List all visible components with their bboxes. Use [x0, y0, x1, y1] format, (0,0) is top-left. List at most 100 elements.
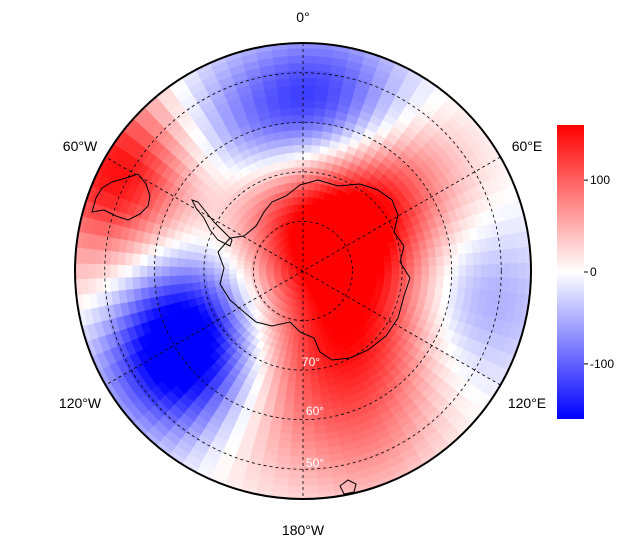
field-cell — [298, 203, 304, 212]
field-cell — [310, 388, 321, 398]
field-cell — [311, 137, 322, 147]
field-cell — [532, 279, 541, 296]
field-cell — [109, 250, 119, 265]
field-cell — [116, 251, 126, 266]
field-cell — [312, 122, 325, 132]
field-cell — [313, 114, 326, 125]
field-cell — [286, 43, 304, 49]
field-cell — [465, 276, 475, 290]
field-cell — [302, 166, 311, 175]
field-cell — [65, 263, 72, 280]
field-cell — [102, 277, 112, 293]
field-cell — [435, 255, 445, 267]
field-cell — [288, 470, 304, 480]
field-cell — [443, 275, 452, 287]
field-cell — [124, 252, 134, 266]
field-cell — [480, 251, 490, 266]
field-cell — [376, 262, 386, 269]
lat-label-70: 70° — [302, 355, 320, 369]
field-cell — [87, 277, 97, 294]
colorbar-tick-label: -100 — [590, 357, 614, 371]
field-cell — [347, 265, 356, 270]
field-cell — [293, 389, 304, 398]
field-cell — [94, 248, 104, 265]
field-cell — [413, 274, 423, 284]
field-cell — [296, 188, 304, 198]
field-cell — [282, 403, 294, 413]
field-cell — [302, 114, 315, 123]
field-cell — [280, 114, 293, 125]
field-cell — [318, 43, 337, 44]
field-cell — [450, 254, 460, 267]
field-cell — [529, 229, 531, 248]
field-cell — [287, 485, 304, 495]
field-cell — [282, 129, 294, 139]
field-cell — [302, 55, 319, 64]
field-cell — [102, 249, 112, 265]
field-cell — [284, 137, 295, 147]
field-cell — [286, 493, 304, 499]
field-cell — [517, 247, 527, 264]
field-cell — [377, 267, 386, 275]
field-cell — [65, 246, 74, 263]
field-cell — [293, 136, 304, 146]
field-cell — [228, 273, 237, 280]
field-cell — [206, 267, 215, 275]
field-cell — [286, 381, 296, 390]
field-cell — [391, 273, 400, 282]
field-cell — [435, 275, 445, 287]
field-cell — [191, 259, 200, 268]
field-cell — [429, 266, 438, 276]
field-cell — [310, 144, 321, 154]
field-cell — [253, 43, 272, 46]
field-cell — [526, 213, 531, 232]
lon-label-60w: 60°W — [63, 138, 98, 154]
field-cell — [79, 247, 89, 264]
field-cell — [183, 266, 192, 276]
field-cell — [421, 266, 430, 276]
field-cell — [457, 276, 467, 289]
field-cell — [310, 381, 320, 390]
field-cell — [139, 253, 149, 266]
field-cell — [191, 281, 201, 291]
field-cell — [529, 294, 531, 313]
field-cell — [109, 277, 119, 292]
field-cell — [302, 381, 312, 391]
field-cell — [287, 159, 297, 169]
field-cell — [302, 107, 315, 116]
field-cell — [168, 256, 178, 267]
field-cell — [420, 257, 430, 268]
field-cell — [494, 277, 504, 293]
field-cell — [309, 159, 319, 169]
field-cell — [292, 411, 304, 421]
field-cell — [302, 389, 313, 398]
field-cell — [525, 262, 531, 280]
field-cell — [281, 122, 294, 132]
field-cell — [287, 47, 304, 57]
field-cell — [302, 43, 320, 49]
field-cell — [302, 174, 311, 183]
field-cell — [290, 99, 304, 109]
field-cell — [124, 276, 134, 290]
field-cell — [502, 277, 512, 294]
field-cell — [294, 374, 304, 383]
field-cell — [503, 263, 512, 279]
field-cell — [436, 265, 445, 277]
field-cell — [383, 255, 393, 263]
field-cell — [302, 136, 313, 146]
field-cell — [176, 266, 185, 276]
field-cell — [288, 69, 304, 79]
field-cell — [310, 152, 320, 161]
field-cell — [287, 55, 304, 64]
field-cell — [183, 274, 193, 284]
field-cell — [191, 274, 200, 283]
field-cell — [198, 274, 208, 283]
field-cell — [302, 121, 314, 131]
field-cell — [293, 396, 304, 406]
field-cell — [286, 33, 303, 41]
field-cell — [302, 485, 319, 495]
field-cell — [75, 262, 81, 280]
field-cell — [287, 373, 297, 383]
field-cell — [269, 498, 288, 499]
field-cell — [354, 264, 363, 270]
